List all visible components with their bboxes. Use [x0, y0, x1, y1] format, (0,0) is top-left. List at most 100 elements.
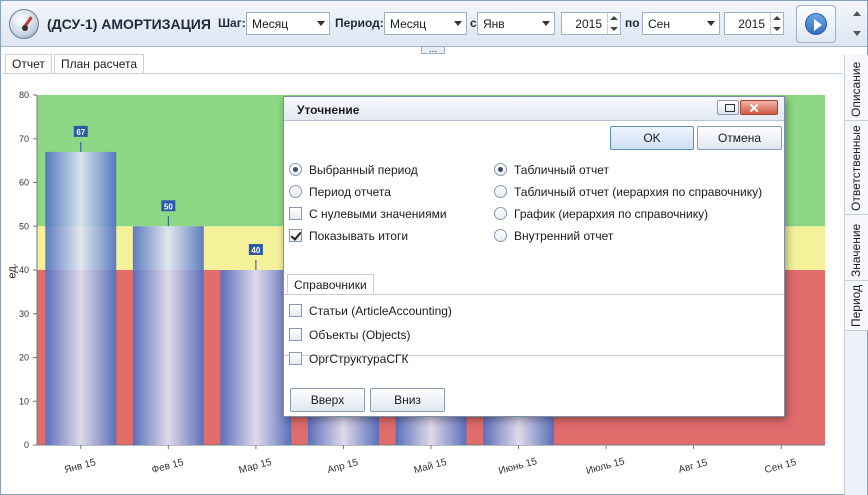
scroll-down-icon[interactable]: [853, 31, 861, 36]
spin-up-icon[interactable]: [607, 13, 619, 23]
step-value: Месяц: [252, 17, 289, 31]
y-tick-label: 60: [19, 178, 29, 188]
y-tick-label: 0: [24, 440, 29, 450]
spin-down-icon[interactable]: [770, 24, 782, 34]
data-label: 67: [76, 128, 85, 137]
y-tick-label: 30: [19, 309, 29, 319]
chevron-down-icon: [542, 21, 550, 26]
option-label: Табличный отчет: [514, 163, 609, 177]
option-label: Внутренний отчет: [514, 229, 614, 243]
radio-icon: [494, 229, 507, 242]
tab-report[interactable]: Отчет: [5, 54, 52, 73]
radio-icon: [494, 207, 507, 220]
x-tick-label: Апр 15: [326, 457, 360, 476]
option-label: С нулевыми значениями: [309, 207, 447, 221]
chevron-down-icon: [454, 21, 462, 26]
from-month-select[interactable]: Янв: [477, 12, 555, 35]
option-label: Выбранный период: [309, 163, 418, 177]
x-tick-label: Сен 15: [764, 457, 798, 476]
option-table-report[interactable]: Табличный отчет: [494, 162, 609, 178]
option-internal-report[interactable]: Внутренний отчет: [494, 228, 613, 244]
toolbar-splitter[interactable]: ...: [421, 45, 445, 55]
move-up-button[interactable]: Вверх: [290, 388, 365, 412]
option-label: Объекты (Objects): [309, 328, 411, 342]
checkbox-icon: [289, 207, 302, 220]
option-table-hierarchy[interactable]: Табличный отчет (иерархия по справочнику…: [494, 184, 762, 200]
radio-icon: [494, 163, 507, 176]
subtab-divider: [284, 294, 784, 295]
to-label: по: [625, 16, 640, 30]
step-label: Шаг:: [218, 16, 246, 30]
move-down-button[interactable]: Вниз: [370, 388, 445, 412]
period-select[interactable]: Месяц: [384, 12, 467, 35]
bar: [220, 270, 292, 445]
data-label: 40: [251, 246, 260, 255]
y-tick-label: 40: [19, 265, 29, 275]
radio-icon: [289, 185, 302, 198]
x-tick-label: Мар 15: [238, 457, 274, 476]
radio-icon: [494, 185, 507, 198]
toolbar: (ДСУ-1) АМОРТИЗАЦИЯ Шаг: Месяц Период: М…: [1, 1, 867, 47]
side-tab-responsible[interactable]: Ответственные: [845, 121, 868, 215]
bar: [45, 151, 117, 445]
toolbar-scroll[interactable]: [850, 3, 865, 45]
side-tab-label: Период: [849, 284, 863, 327]
x-tick-label: Фев 15: [151, 457, 186, 476]
option-label: ОргСтруктураСГК: [309, 352, 409, 366]
y-tick-label: 50: [19, 221, 29, 231]
tab-calc-plan[interactable]: План расчета: [54, 54, 145, 73]
restore-icon[interactable]: [717, 100, 739, 115]
x-tick-label: Авг 15: [677, 457, 709, 475]
bar: [132, 226, 204, 445]
option-zero-values[interactable]: С нулевыми значениями: [289, 206, 447, 222]
option-graph-hierarchy[interactable]: График (иерархия по справочнику): [494, 206, 708, 222]
chevron-down-icon: [707, 21, 715, 26]
scroll-up-icon[interactable]: [853, 11, 861, 16]
from-year-spinner[interactable]: 2015: [561, 12, 621, 35]
spin-up-icon[interactable]: [770, 13, 782, 23]
spin-down-icon[interactable]: [607, 24, 619, 34]
option-show-totals[interactable]: Показывать итоги: [289, 228, 408, 244]
reference-objects[interactable]: Объекты (Objects): [289, 327, 411, 343]
side-tab-value[interactable]: Значение: [845, 215, 868, 281]
option-selected-period[interactable]: Выбранный период: [289, 162, 418, 178]
to-month-value: Сен: [648, 17, 670, 31]
data-label-box: [161, 200, 176, 212]
side-tab-period[interactable]: Период: [845, 281, 868, 331]
checkbox-icon: [289, 304, 302, 317]
reference-orgstructure[interactable]: ОргСтруктураСГК: [289, 351, 408, 367]
option-report-period[interactable]: Период отчета: [289, 184, 391, 200]
checkbox-icon: [289, 352, 302, 365]
option-label: Статьи (ArticleAccounting): [309, 304, 452, 318]
gauge-icon: [9, 9, 39, 39]
dialog-header: Уточнение: [284, 97, 784, 121]
from-year-value: 2015: [575, 17, 602, 31]
tab-references[interactable]: Справочники: [287, 274, 374, 294]
close-icon[interactable]: [740, 100, 778, 115]
step-select[interactable]: Месяц: [246, 12, 330, 35]
side-tab-description[interactable]: Описание: [845, 55, 868, 121]
x-tick-label: Июнь 15: [497, 456, 538, 477]
refine-dialog: Уточнение OK Отмена Выбранный период Пер…: [283, 96, 785, 417]
to-year-value: 2015: [738, 17, 765, 31]
data-label-box: [73, 125, 88, 137]
ok-button[interactable]: OK: [610, 126, 694, 150]
cancel-button[interactable]: Отмена: [697, 126, 782, 150]
y-tick-label: 10: [19, 396, 29, 406]
to-year-spinner[interactable]: 2015: [724, 12, 784, 35]
checkbox-icon: [289, 328, 302, 341]
dialog-title: Уточнение: [297, 103, 360, 117]
data-label-box: [248, 244, 263, 255]
play-icon: [805, 13, 827, 35]
run-button[interactable]: [796, 5, 836, 43]
option-label: Показывать итоги: [309, 229, 409, 243]
reference-articles[interactable]: Статьи (ArticleAccounting): [289, 303, 452, 319]
y-tick-label: 70: [19, 134, 29, 144]
side-tab-label: Описание: [849, 61, 863, 117]
to-month-select[interactable]: Сен: [642, 12, 720, 35]
option-label: Табличный отчет (иерархия по справочнику…: [514, 185, 763, 199]
x-tick-label: Июль 15: [585, 456, 626, 477]
report-title: (ДСУ-1) АМОРТИЗАЦИЯ: [47, 16, 211, 32]
tab-divider: [3, 73, 843, 74]
